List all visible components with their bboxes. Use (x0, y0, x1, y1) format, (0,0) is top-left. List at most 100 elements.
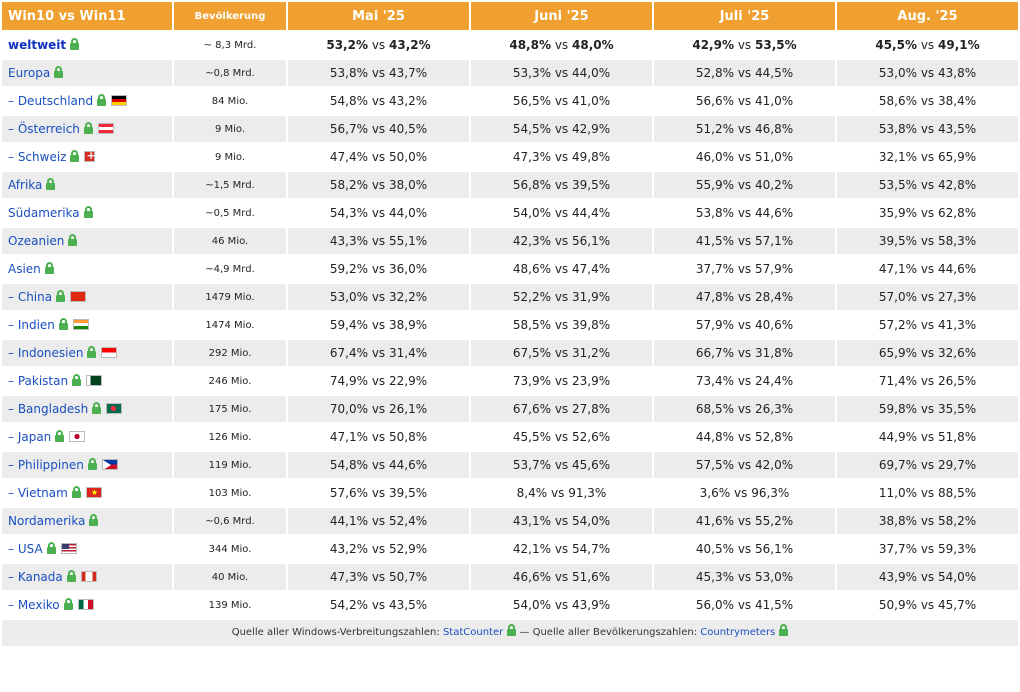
vs-label: vs (554, 122, 569, 136)
table-row: – China 1479 Mio. 53,0% vs 32,2% 52,2% vs 3… (2, 284, 1018, 310)
region-link[interactable]: Ozeanien (8, 234, 65, 248)
flag-cn-icon (70, 291, 87, 302)
win11-share: 27,8% (572, 402, 611, 416)
region-link[interactable]: – Mexiko (8, 598, 60, 612)
vs-label: vs (371, 38, 386, 52)
win10-share: 53,7% (512, 458, 551, 472)
share-cell: 48,8% vs 48,0% (471, 32, 652, 58)
region-link[interactable]: Nordamerika (8, 514, 86, 528)
share-cell: 46,0% vs 51,0% (654, 144, 835, 170)
win11-share: 28,4% (755, 290, 794, 304)
vs-label: vs (920, 150, 935, 164)
win11-share: 44,0% (572, 66, 611, 80)
win11-share: 47,4% (572, 262, 611, 276)
lock-icon (55, 430, 65, 442)
vs-label: vs (554, 570, 569, 584)
statcounter-link[interactable]: StatCounter (442, 627, 504, 638)
win10-share: 47,3% (512, 150, 551, 164)
share-cell: 42,1% vs 54,7% (471, 536, 652, 562)
win11-share: 54,7% (572, 542, 611, 556)
win11-share: 42,8% (938, 178, 977, 192)
share-cell: 67,4% vs 31,4% (288, 340, 469, 366)
share-cell: 65,9% vs 32,6% (837, 340, 1018, 366)
vs-label: vs (371, 514, 386, 528)
win10-share: 44,8% (695, 430, 734, 444)
region-link[interactable]: Asien (8, 262, 41, 276)
win11-share: 52,6% (572, 430, 611, 444)
region-link[interactable]: weltweit (8, 38, 67, 52)
win11-share: 44,5% (755, 66, 794, 80)
lock-icon (87, 458, 97, 470)
win10-share: 54,2% (329, 598, 368, 612)
vs-label: vs (920, 94, 935, 108)
region-link[interactable]: – USA (8, 542, 43, 556)
region-link[interactable]: – Indien (8, 318, 55, 332)
region-link[interactable]: – Indonesien (8, 346, 84, 360)
vs-label: vs (737, 178, 752, 192)
vs-label: vs (554, 234, 569, 248)
win10-share: 45,3% (695, 570, 734, 584)
lock-icon (46, 178, 56, 190)
lock-icon (46, 542, 56, 554)
win11-share: 31,8% (755, 346, 794, 360)
win11-share: 39,5% (572, 178, 611, 192)
region-link[interactable]: – China (8, 290, 53, 304)
vs-label: vs (737, 514, 752, 528)
share-cell: 69,7% vs 29,7% (837, 452, 1018, 478)
win11-share: 54,0% (938, 570, 977, 584)
share-cell: 42,3% vs 56,1% (471, 228, 652, 254)
win10-share: 57,9% (695, 318, 734, 332)
region-link[interactable]: – Japan (8, 430, 52, 444)
lock-icon (779, 624, 789, 636)
win10-share: 44,9% (878, 430, 917, 444)
vs-label: vs (371, 262, 386, 276)
region-link[interactable]: – Vietnam (8, 486, 68, 500)
share-cell: 70,0% vs 26,1% (288, 396, 469, 422)
win10-share: 47,3% (329, 570, 368, 584)
vs-label: vs (371, 122, 386, 136)
vs-label: vs (920, 318, 935, 332)
region-link[interactable]: – Österreich (8, 122, 80, 136)
region-link[interactable]: Europa (8, 66, 51, 80)
region-link[interactable]: – Deutschland (8, 94, 94, 108)
vs-label: vs (920, 290, 935, 304)
win10-share: 35,9% (878, 206, 917, 220)
share-cell: 52,8% vs 44,5% (654, 60, 835, 86)
lock-icon (68, 234, 78, 246)
region-link[interactable]: – Bangladesh (8, 402, 89, 416)
vs-label: vs (920, 374, 935, 388)
population-cell: 246 Mio. (174, 368, 286, 394)
region-link[interactable]: Afrika (8, 178, 43, 192)
win11-share: 27,3% (938, 290, 977, 304)
win10-share: 57,0% (878, 290, 917, 304)
vs-label: vs (554, 94, 569, 108)
region-link[interactable]: – Kanada (8, 570, 63, 584)
region-cell: Asien (2, 256, 172, 282)
win11-share: 49,1% (938, 38, 980, 52)
share-cell: 3,6% vs 96,3% (654, 480, 835, 506)
win11-share: 52,8% (755, 430, 794, 444)
region-cell: – Japan (2, 424, 172, 450)
population-cell: 84 Mio. (174, 88, 286, 114)
win11-share: 50,8% (389, 430, 428, 444)
win10-share: 67,5% (512, 346, 551, 360)
region-link[interactable]: Südamerika (8, 206, 80, 220)
table-row: Europa ~0,8 Mrd. 53,8% vs 43,7% 53,3% vs 44… (2, 60, 1018, 86)
win11-share: 23,9% (572, 374, 611, 388)
share-cell: 11,0% vs 88,5% (837, 480, 1018, 506)
region-cell: weltweit (2, 32, 172, 58)
region-link[interactable]: – Pakistan (8, 374, 69, 388)
win11-share: 43,9% (572, 598, 611, 612)
population-cell: 1479 Mio. (174, 284, 286, 310)
region-cell: – USA (2, 536, 172, 562)
countrymeters-link[interactable]: Countrymeters (700, 627, 776, 638)
share-cell: 44,8% vs 52,8% (654, 424, 835, 450)
share-cell: 39,5% vs 58,3% (837, 228, 1018, 254)
win11-share: 50,0% (389, 150, 428, 164)
region-link[interactable]: – Philippinen (8, 458, 84, 472)
region-cell: – Indien (2, 312, 172, 338)
vs-label: vs (920, 402, 935, 416)
share-cell: 37,7% vs 59,3% (837, 536, 1018, 562)
win11-share: 44,6% (389, 458, 428, 472)
region-link[interactable]: – Schweiz (8, 150, 67, 164)
